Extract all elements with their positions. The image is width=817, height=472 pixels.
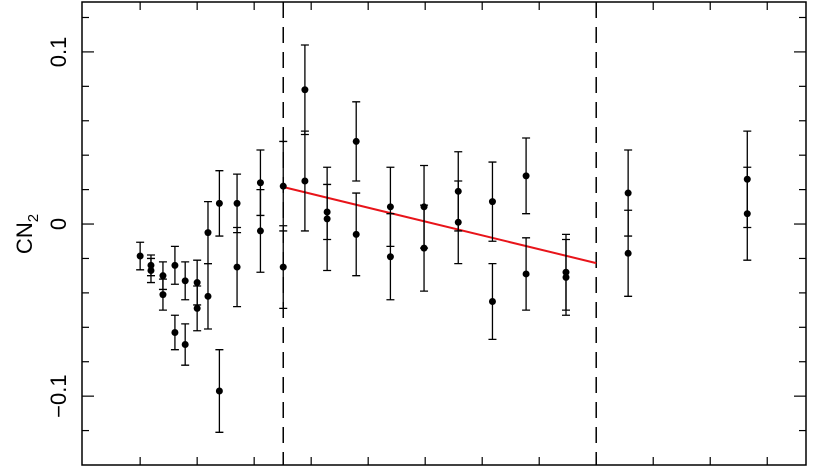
data-point	[193, 304, 201, 312]
data-point	[488, 198, 496, 206]
data-point	[136, 252, 144, 260]
data-point	[624, 249, 632, 257]
data-point	[181, 341, 189, 349]
data-point	[301, 86, 309, 94]
y-tick-label: 0	[46, 218, 71, 230]
data-point	[352, 230, 360, 238]
data-point	[624, 189, 632, 197]
data-point	[386, 203, 394, 211]
fit-line	[283, 186, 597, 265]
data-point	[256, 227, 264, 235]
data-point	[193, 279, 201, 287]
y-label-subscript: 2	[25, 214, 42, 222]
data-point	[233, 263, 241, 271]
y-tick-label: −0.1	[46, 374, 71, 417]
y-label-text: CN	[12, 222, 37, 254]
data-point	[352, 137, 360, 145]
data-point	[279, 263, 287, 271]
data-point	[215, 199, 223, 207]
data-point	[562, 273, 570, 281]
data-point	[256, 179, 264, 187]
data-point	[147, 267, 155, 275]
data-point	[488, 297, 496, 305]
data-point	[204, 229, 212, 237]
data-point	[233, 199, 241, 207]
data-point	[171, 328, 179, 336]
data-point	[215, 387, 223, 395]
data-point	[204, 292, 212, 300]
data-point	[454, 218, 462, 226]
data-point	[522, 172, 530, 180]
data-point	[522, 270, 530, 278]
data-point	[159, 291, 167, 299]
data-point	[420, 244, 428, 252]
data-point	[301, 177, 309, 185]
data-point	[181, 277, 189, 285]
data-point	[171, 261, 179, 269]
y-axis-label: CN2	[12, 214, 43, 254]
data-point	[743, 210, 751, 218]
plot-frame	[81, 1, 807, 466]
data-point	[323, 215, 331, 223]
y-tick-label: 0.1	[46, 37, 71, 68]
data-point	[279, 182, 287, 190]
data-point	[159, 272, 167, 280]
data-point	[386, 253, 394, 261]
